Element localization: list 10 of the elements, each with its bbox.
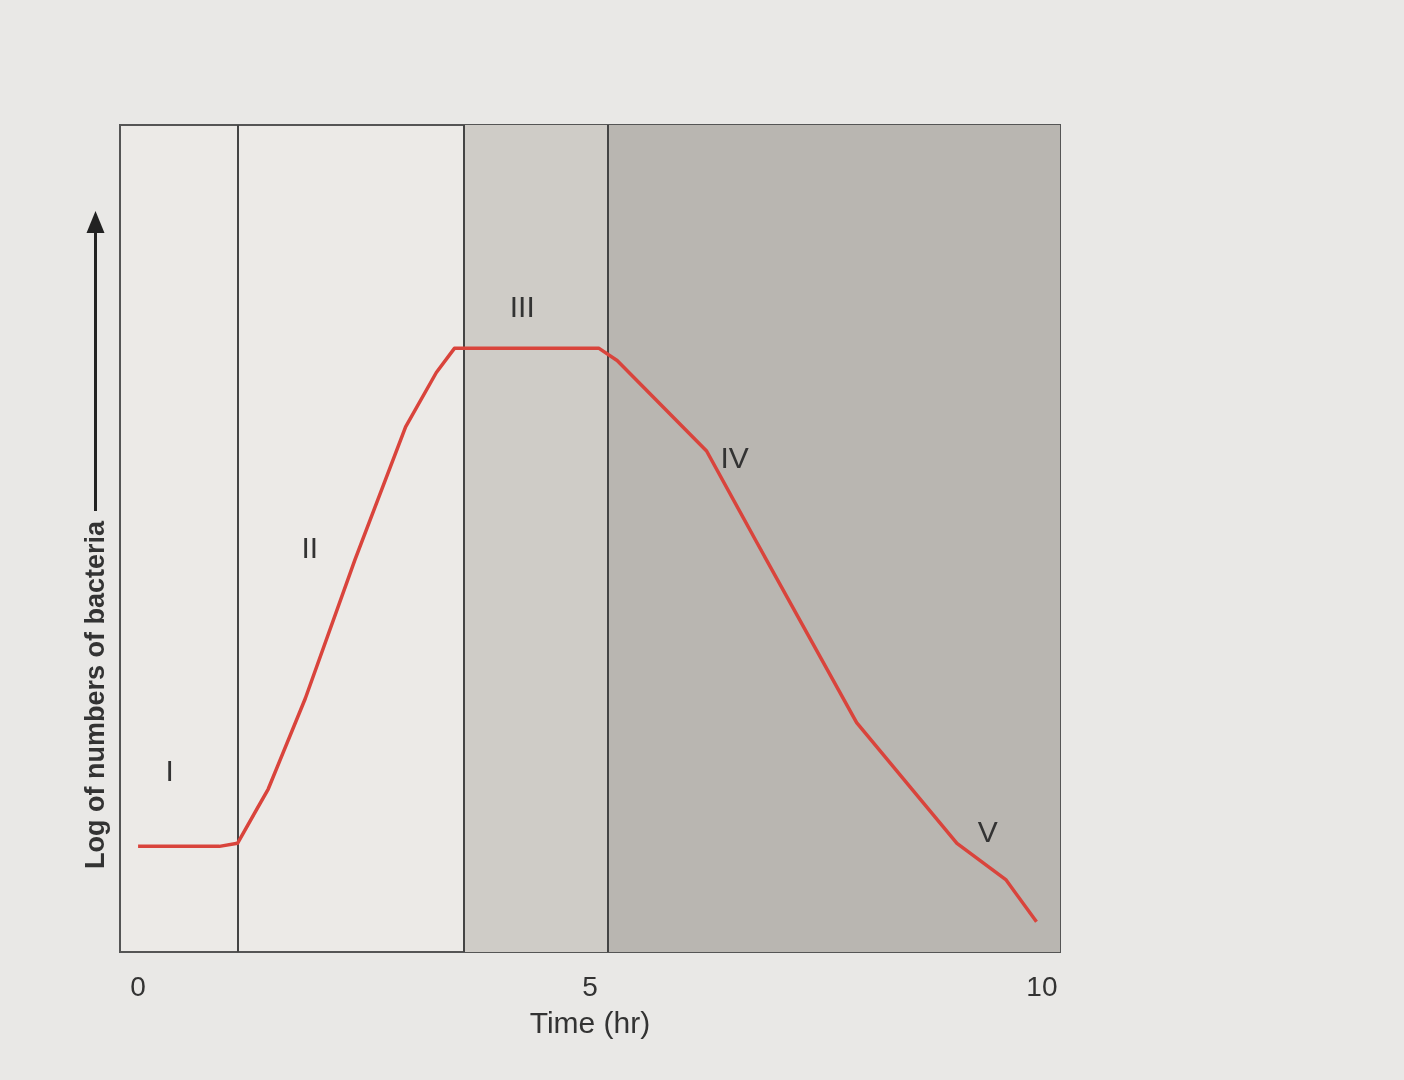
x-tick-label: 5 <box>582 970 598 1002</box>
annotation: I <box>165 754 174 788</box>
annotation: IV <box>720 440 749 474</box>
x-tick-label: 10 <box>1026 970 1058 1002</box>
text: III <box>509 289 535 323</box>
annotation: II <box>301 531 319 565</box>
y-axis-title: Log of numbers of bacteria <box>79 520 111 870</box>
x-axis-title: Time (hr) <box>529 1005 651 1039</box>
annotation: V <box>977 814 998 848</box>
x-tick-label: 0 <box>130 970 146 1002</box>
